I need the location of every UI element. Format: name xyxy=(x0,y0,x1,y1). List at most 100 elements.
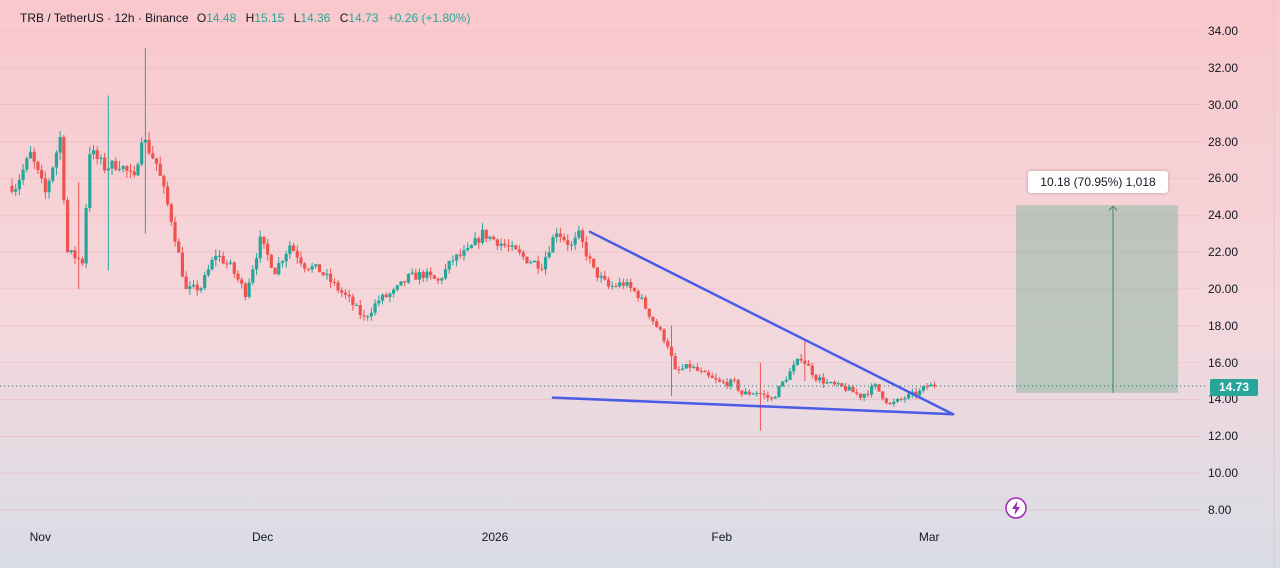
candle xyxy=(28,146,33,159)
symbol-title[interactable]: TRB / TetherUS · 12h · Binance xyxy=(20,11,189,25)
candle xyxy=(884,397,888,405)
candle xyxy=(658,325,662,332)
candle-body xyxy=(247,282,251,297)
candle xyxy=(366,315,370,321)
candle-body xyxy=(369,312,373,317)
candle xyxy=(462,245,466,261)
candle xyxy=(154,158,159,172)
candle xyxy=(169,202,173,226)
candle xyxy=(354,303,359,307)
high-value: 15.15 xyxy=(254,11,285,25)
candle xyxy=(84,204,88,268)
candle-body xyxy=(610,285,614,287)
candle xyxy=(740,390,744,397)
candle-body xyxy=(128,170,133,172)
candle-body xyxy=(480,229,485,243)
candle xyxy=(69,249,73,255)
candle-body xyxy=(377,300,381,304)
candle xyxy=(925,382,929,390)
candle xyxy=(647,308,651,320)
candle xyxy=(610,281,614,290)
candle-body xyxy=(551,237,555,253)
candle xyxy=(254,253,259,275)
candle-body xyxy=(569,244,574,246)
candle-body xyxy=(69,250,73,252)
price-tick-label: 28.00 xyxy=(1208,134,1239,149)
candle xyxy=(80,256,84,267)
candle-body xyxy=(373,303,377,313)
candle xyxy=(681,363,685,371)
change-value: +0.26 (+1.80%) xyxy=(387,11,471,25)
candle xyxy=(718,377,722,383)
candle-body xyxy=(62,137,66,201)
candle xyxy=(762,390,766,399)
candle xyxy=(143,47,147,234)
trendline-upper[interactable] xyxy=(588,230,955,416)
candle-body xyxy=(625,282,629,286)
candle xyxy=(199,286,203,293)
candle xyxy=(829,381,833,384)
candle xyxy=(347,289,351,303)
candle xyxy=(158,156,162,176)
bolt-icon[interactable] xyxy=(1005,497,1027,519)
candle-body xyxy=(532,260,537,263)
price-range-box[interactable] xyxy=(1016,205,1178,393)
candle-body xyxy=(810,365,814,376)
candle-body xyxy=(825,382,829,384)
candle xyxy=(43,171,47,200)
candle-body xyxy=(932,384,937,387)
candle-body xyxy=(417,272,422,280)
candle-body xyxy=(40,170,44,179)
candle-body xyxy=(714,377,718,380)
candle xyxy=(914,387,918,400)
candle-body xyxy=(425,271,429,278)
candle xyxy=(47,178,51,199)
candle xyxy=(881,391,885,401)
candle-body xyxy=(918,390,922,396)
candle xyxy=(651,316,655,325)
candle-body xyxy=(529,262,533,264)
candle-body xyxy=(681,368,685,370)
trendline-lower[interactable] xyxy=(551,396,955,416)
candle xyxy=(643,295,648,310)
candle xyxy=(151,145,155,160)
candle-body xyxy=(299,257,303,264)
candle-body xyxy=(321,272,325,276)
candle-body xyxy=(881,391,885,399)
candle-body xyxy=(907,393,911,399)
candle-body xyxy=(599,275,603,278)
candle xyxy=(358,300,362,320)
candle-body xyxy=(525,256,529,264)
price-tick-label: 22.00 xyxy=(1208,245,1239,260)
candle xyxy=(269,253,273,269)
candle-body xyxy=(695,366,700,371)
candle-body xyxy=(273,267,277,275)
candle xyxy=(903,395,907,403)
candle xyxy=(629,278,633,292)
candle xyxy=(692,364,696,369)
candle xyxy=(240,277,244,289)
candle xyxy=(343,288,348,300)
candle-body xyxy=(151,153,155,159)
candle-body xyxy=(99,157,103,159)
candle xyxy=(303,262,307,273)
candle xyxy=(114,157,118,172)
candle-body xyxy=(566,240,570,245)
candle xyxy=(662,328,666,344)
candle-body xyxy=(421,272,425,278)
candle-body xyxy=(866,393,870,395)
price-tick-label: 12.00 xyxy=(1208,429,1239,444)
candle-body xyxy=(25,158,29,170)
candle xyxy=(362,309,366,321)
candle xyxy=(299,251,303,267)
candle-body xyxy=(669,346,674,357)
candle xyxy=(818,374,822,384)
candle-body xyxy=(858,393,863,398)
candle-body xyxy=(603,275,607,280)
price-tick-label: 8.00 xyxy=(1208,503,1232,517)
candle xyxy=(421,270,425,283)
candle xyxy=(99,154,103,165)
candle-body xyxy=(914,391,918,396)
